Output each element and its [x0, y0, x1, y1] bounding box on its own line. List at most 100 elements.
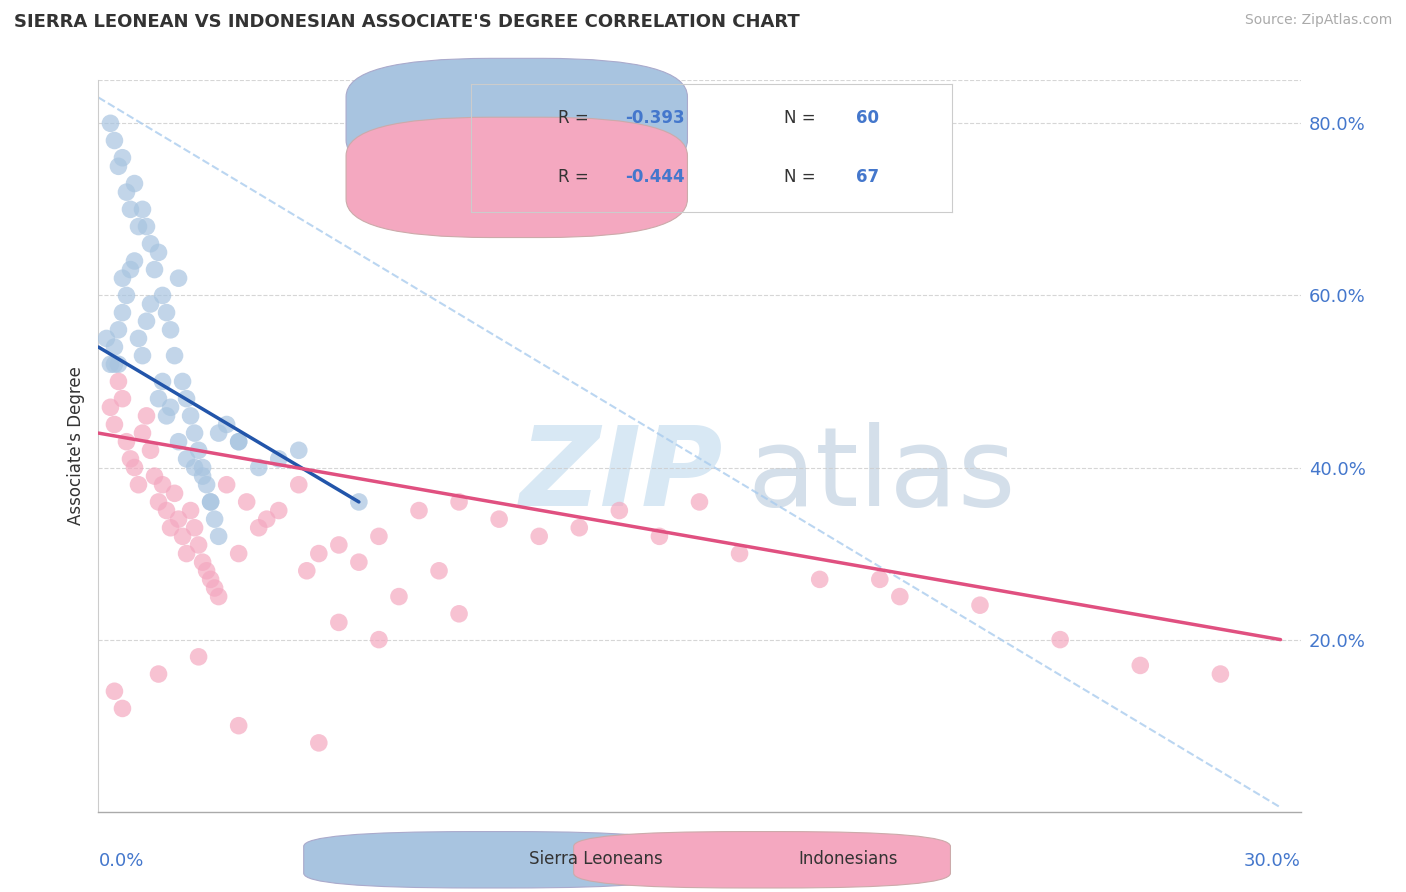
- Point: [648, 529, 671, 543]
- Point: [152, 288, 174, 302]
- Point: [172, 529, 194, 543]
- Point: [200, 495, 222, 509]
- Point: [115, 434, 138, 449]
- Point: [131, 426, 153, 441]
- Point: [1049, 632, 1071, 647]
- FancyBboxPatch shape: [304, 831, 681, 888]
- Point: [148, 495, 170, 509]
- Point: [103, 684, 125, 698]
- Point: [163, 349, 186, 363]
- Point: [176, 451, 198, 466]
- Point: [148, 245, 170, 260]
- Point: [120, 202, 142, 217]
- Point: [155, 409, 177, 423]
- Point: [195, 564, 218, 578]
- Point: [183, 460, 205, 475]
- Point: [247, 521, 270, 535]
- Point: [139, 443, 162, 458]
- Point: [124, 460, 146, 475]
- Point: [200, 495, 222, 509]
- Point: [1209, 667, 1232, 681]
- Point: [728, 547, 751, 561]
- Point: [155, 503, 177, 517]
- Point: [208, 426, 231, 441]
- Point: [115, 185, 138, 199]
- Point: [183, 521, 205, 535]
- Point: [120, 262, 142, 277]
- Point: [167, 512, 190, 526]
- Point: [529, 529, 551, 543]
- Point: [103, 134, 125, 148]
- Point: [215, 417, 238, 432]
- Point: [295, 564, 318, 578]
- Point: [267, 451, 290, 466]
- Point: [107, 357, 129, 371]
- Point: [103, 417, 125, 432]
- Point: [148, 667, 170, 681]
- Point: [128, 477, 150, 491]
- Point: [124, 254, 146, 268]
- Point: [107, 375, 129, 389]
- Point: [152, 477, 174, 491]
- Point: [103, 357, 125, 371]
- Point: [124, 177, 146, 191]
- Point: [208, 529, 231, 543]
- Point: [447, 607, 470, 621]
- Point: [107, 323, 129, 337]
- Point: [200, 573, 222, 587]
- Point: [187, 538, 209, 552]
- Point: [347, 495, 370, 509]
- Text: 30.0%: 30.0%: [1244, 852, 1301, 870]
- Point: [107, 159, 129, 173]
- Point: [208, 590, 231, 604]
- Point: [388, 590, 411, 604]
- Point: [447, 495, 470, 509]
- FancyBboxPatch shape: [574, 831, 950, 888]
- Point: [131, 349, 153, 363]
- Point: [568, 521, 591, 535]
- Point: [128, 219, 150, 234]
- Point: [111, 271, 134, 285]
- Point: [267, 503, 290, 517]
- Point: [191, 460, 214, 475]
- Point: [148, 392, 170, 406]
- Point: [139, 236, 162, 251]
- Text: Source: ZipAtlas.com: Source: ZipAtlas.com: [1244, 13, 1392, 28]
- Point: [235, 495, 257, 509]
- Point: [131, 202, 153, 217]
- Point: [96, 331, 118, 345]
- Point: [609, 503, 631, 517]
- Point: [287, 443, 309, 458]
- Point: [139, 297, 162, 311]
- Point: [187, 443, 209, 458]
- Point: [228, 547, 250, 561]
- Point: [180, 503, 202, 517]
- Point: [368, 632, 391, 647]
- Point: [120, 451, 142, 466]
- Point: [228, 434, 250, 449]
- Text: Indonesians: Indonesians: [799, 849, 898, 868]
- Point: [889, 590, 911, 604]
- Point: [100, 116, 122, 130]
- Point: [100, 357, 122, 371]
- Point: [163, 486, 186, 500]
- Point: [256, 512, 278, 526]
- Text: atlas: atlas: [748, 422, 1017, 529]
- Point: [215, 477, 238, 491]
- Point: [287, 477, 309, 491]
- Point: [111, 392, 134, 406]
- Point: [176, 547, 198, 561]
- Y-axis label: Associate's Degree: Associate's Degree: [66, 367, 84, 525]
- Point: [183, 426, 205, 441]
- Text: 0.0%: 0.0%: [98, 852, 143, 870]
- Point: [368, 529, 391, 543]
- Point: [103, 340, 125, 354]
- Point: [869, 573, 891, 587]
- Point: [176, 392, 198, 406]
- Point: [187, 649, 209, 664]
- Point: [115, 288, 138, 302]
- Point: [808, 573, 831, 587]
- Point: [135, 314, 157, 328]
- Text: ZIP: ZIP: [520, 422, 724, 529]
- Point: [135, 409, 157, 423]
